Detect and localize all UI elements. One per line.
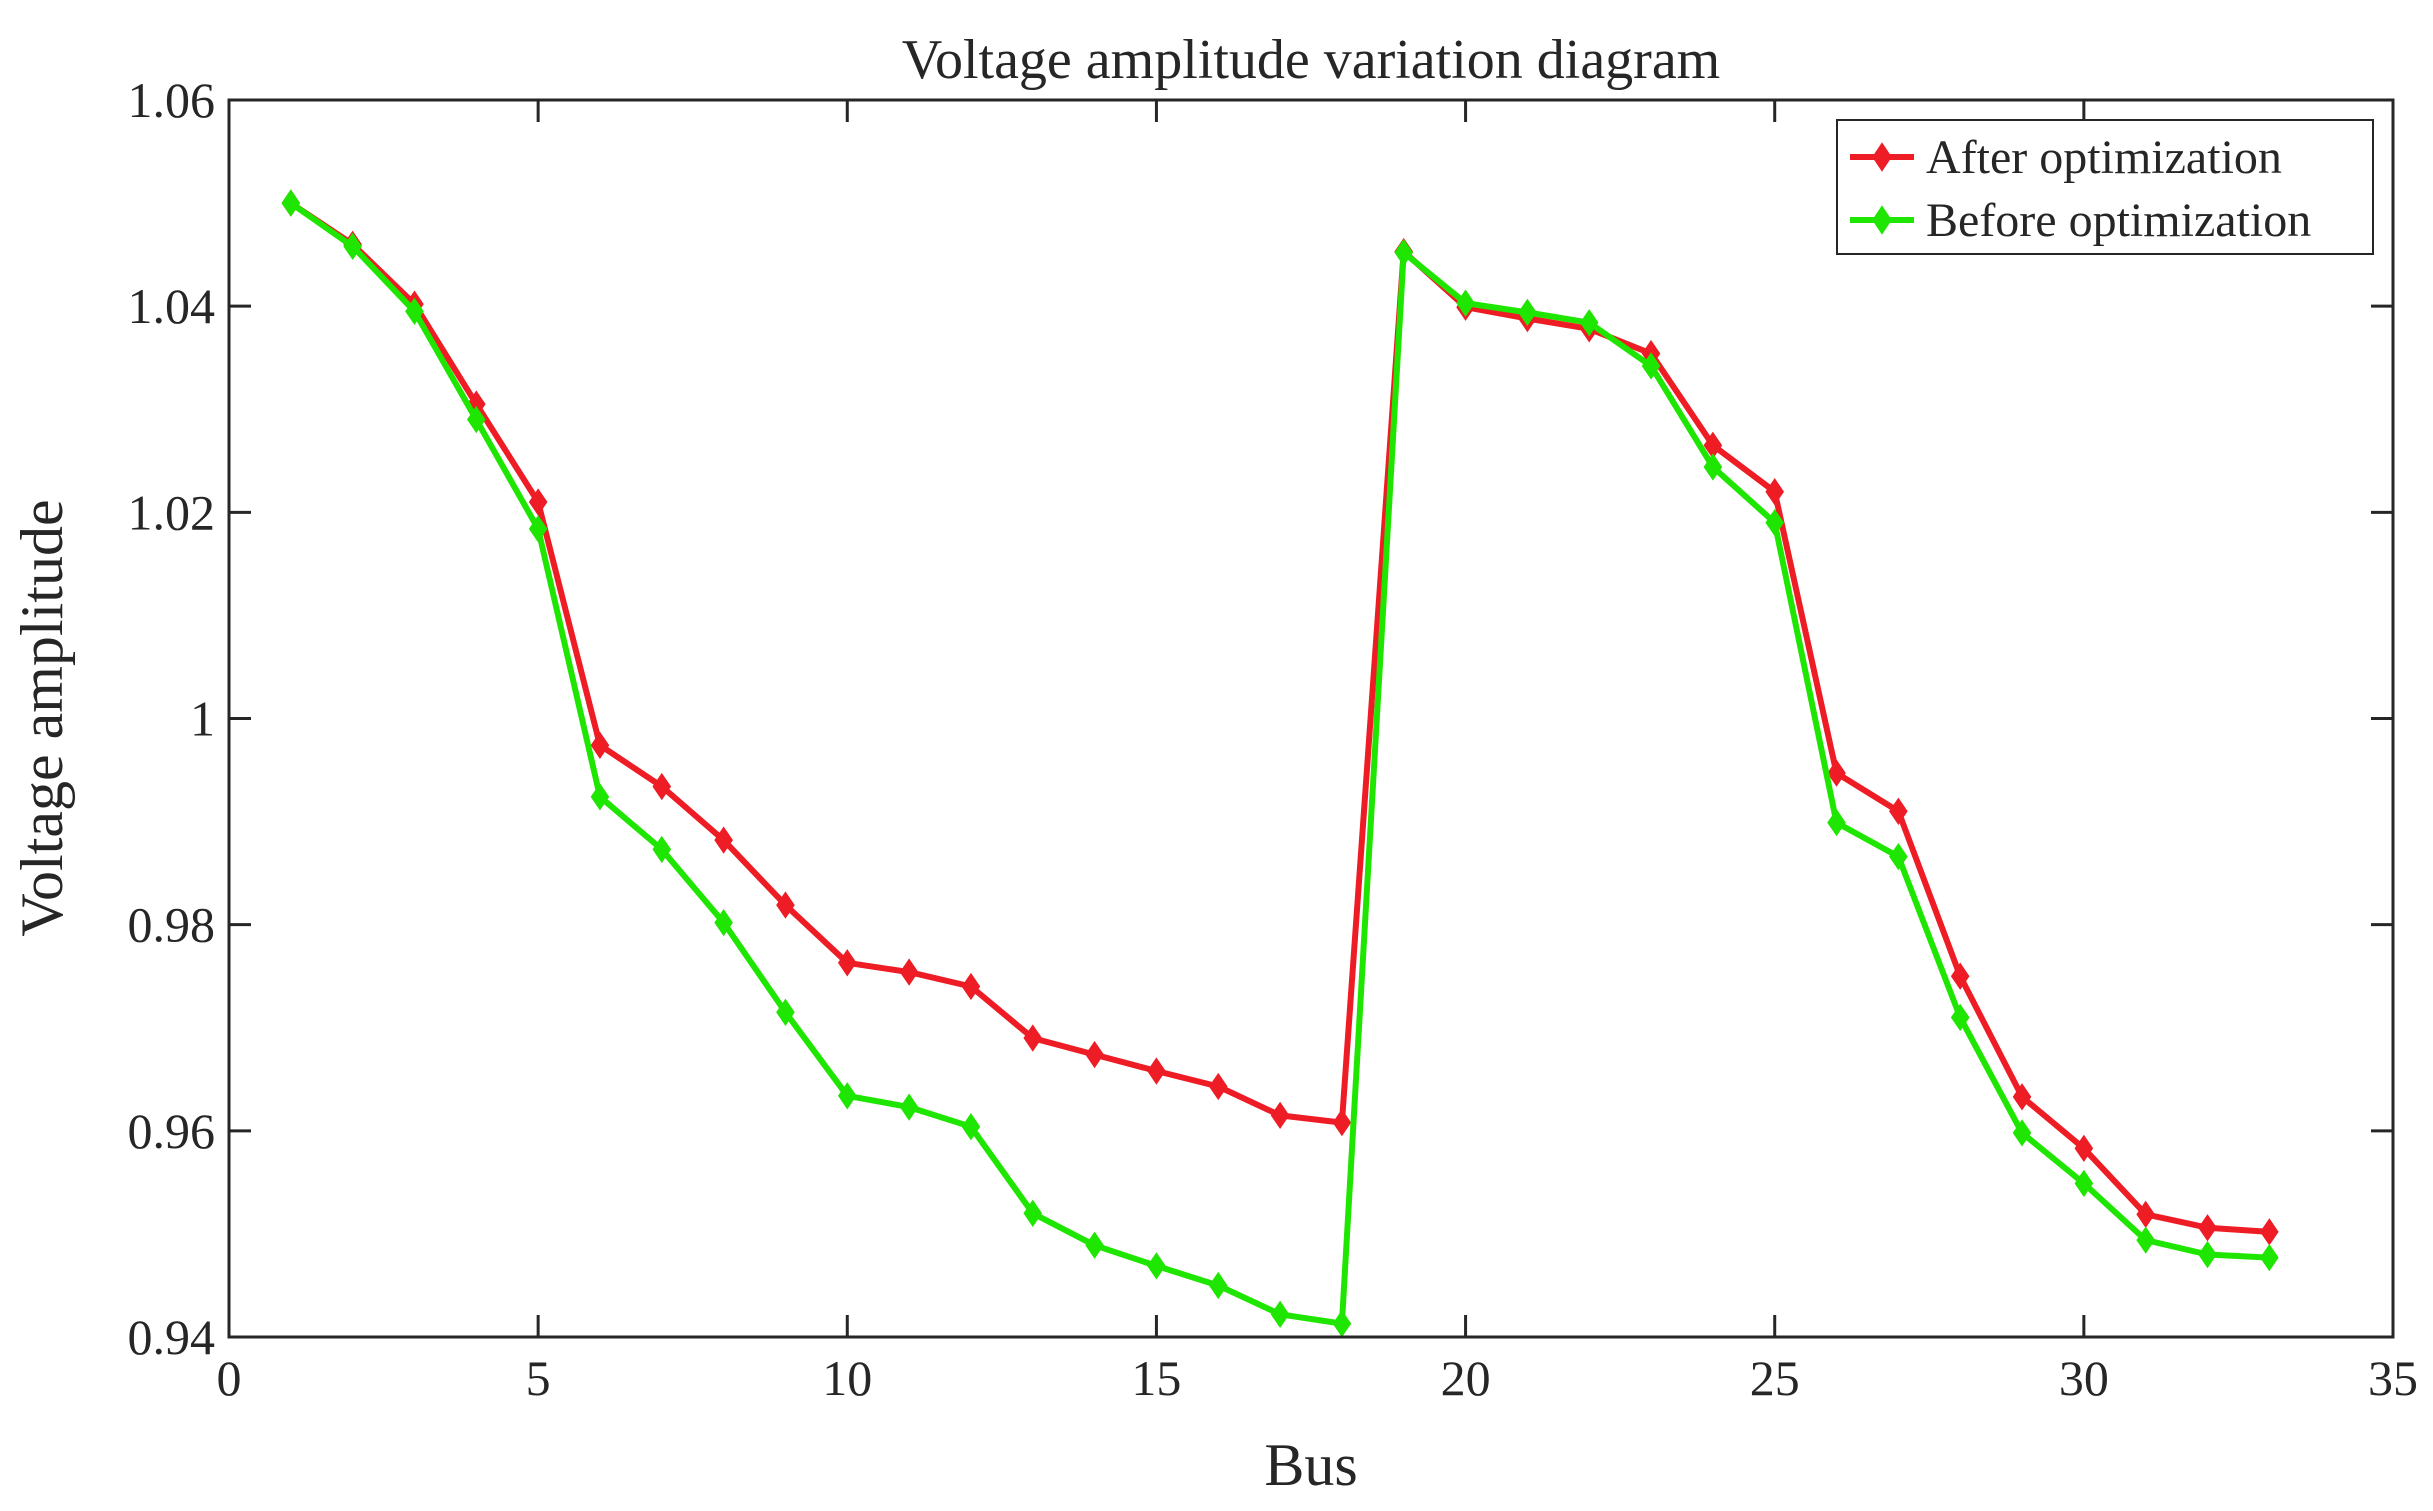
x-tick-labels: 0 5 10 15 20 25 30 35 — [217, 1350, 2419, 1406]
data-point-after-optimization — [899, 958, 919, 986]
x-tick-label: 30 — [2059, 1350, 2109, 1406]
plot-area — [229, 100, 2393, 1337]
data-point-before-optimization — [528, 515, 548, 543]
data-point-after-optimization — [1332, 1108, 1352, 1137]
y-tick-label: 1 — [190, 691, 215, 747]
legend-marker-before-optimization — [1872, 205, 1892, 235]
y-tick-label: 1.06 — [128, 72, 216, 128]
data-point-before-optimization — [1518, 298, 1537, 327]
data-point-before-optimization — [281, 189, 301, 217]
data-point-before-optimization — [776, 998, 795, 1026]
x-axis-label: Bus — [1264, 1432, 1357, 1498]
data-point-before-optimization — [343, 232, 362, 261]
data-point-after-optimization — [1147, 1057, 1166, 1085]
data-point-before-optimization — [961, 1113, 981, 1141]
data-point-before-optimization — [1889, 842, 1908, 871]
data-point-before-optimization — [590, 783, 610, 811]
chart-title: Voltage amplitude variation diagram — [902, 29, 1721, 91]
data-point-before-optimization — [1765, 508, 1785, 537]
data-point-before-optimization — [1270, 1300, 1290, 1328]
data-point-before-optimization — [2198, 1240, 2217, 1269]
y-tick-labels: 0.94 0.96 0.98 1 1.02 1.04 1.06 — [128, 72, 216, 1365]
data-point-after-optimization — [1208, 1072, 1228, 1101]
y-tick-label: 1.02 — [128, 484, 216, 540]
legend: After optimization Before optimization — [1836, 119, 2374, 255]
data-point-after-optimization — [1950, 962, 1970, 990]
data-point-before-optimization — [899, 1093, 919, 1121]
x-tick-label: 35 — [2368, 1350, 2418, 1406]
data-point-after-optimization — [1023, 1024, 1043, 1052]
y-tick-label: 0.96 — [128, 1103, 216, 1159]
data-point-after-optimization — [652, 772, 672, 801]
data-point-before-optimization — [2136, 1226, 2156, 1254]
x-tick-label: 20 — [1441, 1350, 1491, 1406]
data-point-after-optimization — [1765, 478, 1785, 506]
x-tick-label: 5 — [526, 1350, 551, 1406]
data-point-before-optimization — [1456, 289, 1475, 317]
data-point-after-optimization — [1270, 1101, 1290, 1130]
x-tick-label: 25 — [1750, 1350, 1800, 1406]
x-tick-label: 10 — [822, 1350, 872, 1406]
data-point-before-optimization — [2012, 1119, 2032, 1147]
x-tick-label: 0 — [217, 1350, 242, 1406]
series-before-optimization — [281, 189, 2279, 1338]
data-point-after-optimization — [776, 891, 795, 919]
data-point-before-optimization — [652, 835, 672, 864]
series-layer — [281, 189, 2279, 1338]
data-point-after-optimization — [714, 826, 733, 854]
data-point-after-optimization — [2136, 1200, 2156, 1228]
data-point-before-optimization — [1332, 1309, 1352, 1338]
data-point-before-optimization — [1147, 1252, 1166, 1280]
data-point-before-optimization — [2260, 1243, 2279, 1272]
data-point-before-optimization — [837, 1082, 857, 1110]
legend-marker-after-optimization — [1872, 142, 1892, 172]
data-point-after-optimization — [1889, 797, 1908, 825]
y-tick-label: 0.98 — [128, 897, 216, 953]
data-point-before-optimization — [1827, 808, 1846, 837]
data-point-before-optimization — [1394, 238, 1414, 267]
y-tick-label: 0.94 — [128, 1309, 216, 1365]
legend-box — [1836, 119, 2374, 255]
data-point-after-optimization — [2074, 1134, 2094, 1163]
data-point-after-optimization — [1085, 1040, 1104, 1069]
data-point-before-optimization — [2074, 1169, 2094, 1198]
y-tick-label: 1.04 — [128, 278, 216, 334]
data-point-before-optimization — [1023, 1199, 1043, 1227]
data-point-before-optimization — [714, 908, 733, 937]
x-tick-label: 15 — [1131, 1350, 1181, 1406]
data-point-after-optimization — [2198, 1214, 2217, 1242]
data-point-before-optimization — [1950, 1003, 1970, 1032]
data-point-before-optimization — [1641, 352, 1661, 380]
data-point-after-optimization — [1827, 759, 1846, 787]
data-point-after-optimization — [837, 949, 857, 977]
data-point-before-optimization — [1085, 1231, 1104, 1259]
data-point-after-optimization — [961, 972, 981, 1001]
data-point-before-optimization — [405, 297, 424, 325]
data-point-after-optimization — [590, 731, 610, 759]
data-point-after-optimization — [2260, 1218, 2279, 1246]
legend-label-after-optimization: After optimization — [1926, 131, 2282, 184]
data-point-before-optimization — [466, 405, 486, 434]
data-point-before-optimization — [1703, 453, 1723, 481]
data-point-before-optimization — [1579, 308, 1599, 337]
data-point-before-optimization — [1208, 1271, 1228, 1300]
legend-label-before-optimization: Before optimization — [1926, 194, 2311, 247]
data-point-after-optimization — [528, 488, 548, 516]
y-axis-label: Voltage amplitude — [9, 499, 75, 936]
plot-frame — [227, 98, 2395, 1339]
data-point-after-optimization — [2012, 1083, 2032, 1111]
